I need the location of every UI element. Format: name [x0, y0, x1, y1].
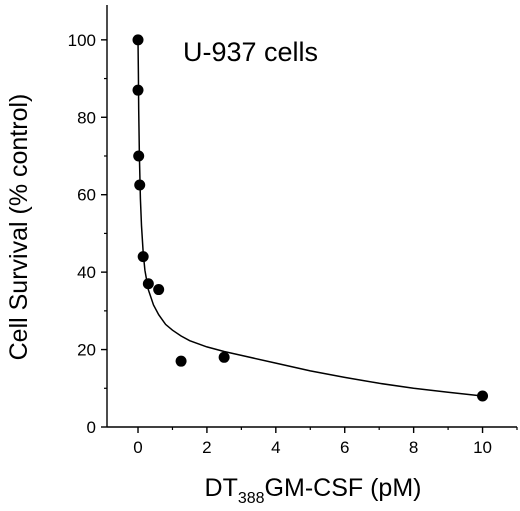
x-tick-label: 4 — [271, 438, 280, 457]
y-axis-title: Cell Survival (% control) — [5, 94, 33, 361]
y-tick-label: 60 — [77, 186, 96, 205]
data-point — [132, 84, 144, 96]
data-point — [477, 390, 489, 402]
data-point — [133, 150, 145, 162]
data-point — [153, 284, 165, 296]
data-point — [142, 278, 154, 290]
y-tick-label: 20 — [77, 341, 96, 360]
x-tick-label: 6 — [340, 438, 349, 457]
axes — [106, 5, 517, 428]
data-points — [132, 34, 489, 402]
data-point — [137, 251, 149, 263]
fit-curve — [137, 39, 483, 397]
data-point — [218, 351, 230, 363]
x-tick-label: 0 — [133, 438, 142, 457]
x-axis-title-subscript: 388 — [238, 490, 265, 506]
x-axis-title: DT388GM-CSF (pM) — [205, 474, 422, 506]
x-axis-title-prefix: DT — [205, 474, 238, 502]
data-point — [134, 179, 146, 191]
y-tick-label: 40 — [77, 263, 96, 282]
fit-curve-layer — [137, 39, 483, 397]
ticks: 0 20 40 60 80 100 0 2 4 6 8 10 — [68, 31, 518, 457]
y-tick-label: 80 — [77, 108, 96, 127]
data-point — [132, 34, 144, 46]
data-point — [175, 355, 187, 367]
annotation-label: U-937 cells — [183, 37, 318, 67]
y-tick-label: 100 — [68, 31, 96, 50]
y-tick-label: 0 — [87, 418, 96, 437]
x-tick-label: 2 — [202, 438, 211, 457]
x-tick-label: 10 — [473, 438, 492, 457]
x-axis-title-suffix: GM-CSF (pM) — [265, 474, 422, 502]
x-tick-label: 8 — [409, 438, 418, 457]
